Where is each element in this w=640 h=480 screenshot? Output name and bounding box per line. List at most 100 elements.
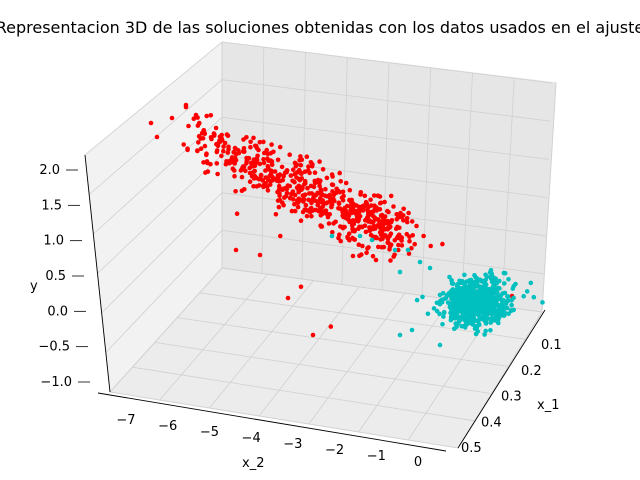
red-point	[267, 173, 272, 179]
red-point	[289, 208, 295, 214]
red-point	[297, 167, 302, 173]
red-point	[275, 157, 281, 163]
cyan-point	[495, 317, 501, 323]
cyan-point	[483, 318, 489, 324]
cyan-point	[486, 287, 492, 293]
red-point	[251, 135, 256, 141]
cyan-point	[501, 313, 506, 318]
red-point	[276, 204, 282, 210]
red-point	[391, 204, 396, 209]
cyan-point	[511, 295, 516, 301]
red-point	[304, 154, 310, 159]
cyan-point	[466, 313, 472, 318]
red-point	[352, 228, 357, 234]
red-point	[284, 168, 290, 173]
cyan-point	[521, 294, 526, 299]
red-point	[251, 184, 256, 189]
red-point	[388, 258, 393, 263]
cyan-point	[505, 294, 510, 299]
red-point	[336, 200, 342, 206]
red-point	[346, 213, 352, 218]
cyan-point	[451, 289, 456, 295]
red-point	[359, 224, 365, 230]
red-point	[351, 237, 357, 242]
cyan-point	[463, 289, 468, 295]
red-point	[349, 197, 355, 203]
red-point	[240, 166, 245, 171]
red-point	[243, 168, 248, 174]
red-point	[247, 170, 253, 176]
cyan-point	[503, 299, 508, 304]
red-point	[385, 227, 391, 232]
red-point	[279, 164, 285, 170]
red-point	[195, 148, 200, 154]
red-point	[226, 147, 231, 152]
red-point	[257, 161, 263, 167]
red-point	[377, 194, 383, 199]
red-point	[404, 219, 410, 225]
red-point	[300, 193, 306, 198]
red-point	[301, 196, 307, 202]
cyan-point	[431, 306, 437, 311]
cyan-point	[453, 296, 459, 301]
red-point	[281, 174, 286, 179]
cyan-point	[447, 302, 453, 307]
cyan-point	[449, 316, 454, 322]
cyan-point	[440, 322, 445, 327]
red-point	[277, 172, 283, 177]
cyan-point	[498, 307, 504, 313]
data-points	[148, 102, 545, 348]
red-point	[266, 158, 271, 163]
cyan-point	[462, 323, 468, 328]
cyan-point	[524, 289, 530, 294]
red-point	[389, 218, 395, 223]
red-point	[246, 155, 252, 161]
cyan-point	[414, 297, 420, 303]
red-point	[251, 157, 257, 162]
red-point	[289, 192, 294, 197]
red-point	[309, 214, 314, 219]
red-point	[257, 139, 263, 145]
red-point	[204, 151, 209, 156]
cyan-point	[478, 288, 484, 294]
red-point	[350, 221, 356, 226]
red-point	[387, 244, 393, 249]
red-point	[191, 116, 197, 121]
cyan-point	[461, 305, 467, 310]
cyan-point	[474, 325, 480, 330]
red-point	[186, 123, 191, 129]
cyan-point	[409, 327, 415, 333]
cyan-point	[474, 294, 480, 300]
cyan-point	[441, 314, 446, 319]
z-tick-label: 2.0	[39, 163, 60, 178]
cyan-point	[531, 294, 537, 300]
cyan-point	[329, 233, 335, 239]
red-point	[232, 145, 238, 151]
x2-tick-label: −7	[116, 413, 135, 428]
red-point	[263, 175, 269, 180]
red-point	[333, 190, 339, 196]
red-point	[327, 212, 333, 217]
red-point	[368, 197, 373, 203]
red-point	[374, 235, 379, 241]
red-point	[261, 157, 266, 162]
cyan-point	[498, 293, 504, 299]
cyan-point	[434, 300, 440, 306]
cyan-point	[468, 280, 473, 285]
red-point	[232, 173, 237, 179]
red-point	[219, 136, 224, 141]
red-point	[247, 179, 253, 184]
x2-tick-label: 0	[414, 455, 422, 470]
cyan-point	[473, 274, 478, 280]
red-point	[356, 242, 362, 247]
red-point	[273, 212, 279, 217]
red-point	[352, 202, 358, 208]
red-point	[330, 182, 336, 188]
red-point	[318, 187, 324, 192]
cyan-point	[528, 280, 534, 286]
x2-tick-label: −5	[200, 425, 219, 440]
red-point	[202, 143, 208, 149]
cyan-point	[357, 233, 363, 239]
red-point	[181, 142, 186, 147]
red-point	[371, 214, 376, 219]
